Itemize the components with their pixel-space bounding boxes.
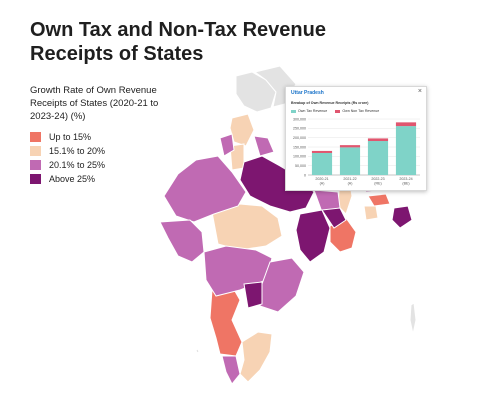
popup-legend-item: Own Non Tax Revenue [335, 109, 379, 113]
map-region-meghalaya[interactable] [367, 193, 391, 207]
popup-subtitle: Breakup of Own Revenue Receipts (Rs cror… [291, 101, 369, 105]
map-region-chhattisgarh[interactable] [295, 209, 331, 263]
x-tick-label: (RE) [374, 182, 381, 186]
popup-legend-label: Own Tax Revenue [298, 109, 328, 113]
y-tick-label: 150,000 [293, 145, 306, 149]
bar-own-tax [367, 141, 389, 175]
bar-own-non-tax [395, 122, 417, 127]
legend-swatch [30, 173, 41, 184]
bar-own-tax [311, 152, 333, 175]
legend-label: Up to 15% [49, 131, 92, 142]
y-tick-label: 100,000 [293, 155, 306, 159]
legend-item[interactable]: Up to 15% [30, 130, 105, 143]
close-icon[interactable]: × [417, 88, 422, 95]
legend-label: Above 25% [49, 173, 96, 184]
map-region-uttarakhand[interactable] [253, 135, 275, 157]
bar-own-non-tax [339, 145, 361, 148]
x-tick-label: 2023-24 [399, 177, 412, 181]
x-tick-label: 2022-23 [371, 177, 384, 181]
page-title: Own Tax and Non-Tax Revenue Receipts of … [30, 19, 326, 65]
legend: Up to 15% 15.1% to 20% 20.1% to 25% Abov… [30, 130, 105, 186]
y-tick-label: 50,000 [295, 164, 306, 168]
x-tick-label: (BE) [402, 182, 409, 186]
map-region-tripura-mizoram[interactable] [391, 205, 413, 229]
map-region-tamil-nadu[interactable] [239, 331, 273, 383]
legend-item[interactable]: 20.1% to 25% [30, 158, 105, 171]
map-region-jharkhand[interactable] [321, 207, 347, 229]
popup-legend-swatch [291, 109, 296, 113]
legend-heading: Growth Rate of Own Revenue Receipts of S… [30, 85, 159, 122]
y-tick-label: 300,000 [293, 117, 306, 121]
map-region-kerala[interactable] [221, 355, 241, 385]
legend-swatch [30, 145, 41, 156]
x-tick-label: (A) [348, 182, 353, 186]
legend-label: 20.1% to 25% [49, 159, 106, 170]
map-region-andaman[interactable] [409, 302, 417, 335]
popup-legend: Own Tax Revenue Own Non Tax Revenue [291, 109, 379, 113]
map-region-gujarat[interactable] [159, 219, 205, 263]
popup-bar-chart: 0 50,000 100,000 150,000 200,000 250,000 300,0… [293, 117, 420, 186]
state-popup: Uttar Pradesh × Breakup of Own Revenue R… [285, 86, 427, 191]
legend-swatch [30, 131, 41, 142]
x-tick-label: (A) [320, 182, 325, 186]
bar-own-non-tax [311, 150, 333, 153]
legend-item[interactable]: 15.1% to 20% [30, 144, 105, 157]
bar-own-tax [339, 147, 361, 175]
popup-legend-item: Own Tax Revenue [291, 109, 327, 113]
legend-swatch [30, 159, 41, 170]
y-tick-label: 200,000 [293, 136, 306, 140]
map-region-andhra-inland[interactable] [243, 281, 263, 309]
popup-state-name: Uttar Pradesh [291, 90, 324, 96]
map-region-jammu-kashmir[interactable] [235, 71, 277, 113]
map-region-ne-light[interactable] [363, 205, 379, 221]
legend-item[interactable]: Above 25% [30, 172, 105, 185]
map-region-himachal[interactable] [229, 113, 255, 147]
popup-legend-label: Own Non Tax Revenue [342, 109, 380, 113]
map-region-uttar-pradesh[interactable] [239, 155, 315, 213]
y-tick-label: 250,000 [293, 127, 306, 131]
bar-own-tax [395, 126, 417, 175]
popup-legend-swatch [335, 109, 341, 113]
bar-own-non-tax [367, 138, 389, 142]
x-tick-label: 2020-21 [315, 177, 328, 181]
x-tick-label: 2021-22 [343, 177, 356, 181]
map-region-lakshadweep[interactable] [195, 348, 200, 354]
legend-label: 15.1% to 20% [49, 145, 106, 156]
y-tick-label: 0 [304, 173, 306, 177]
map-region-punjab[interactable] [219, 133, 235, 157]
map-region-karnataka[interactable] [209, 285, 243, 357]
